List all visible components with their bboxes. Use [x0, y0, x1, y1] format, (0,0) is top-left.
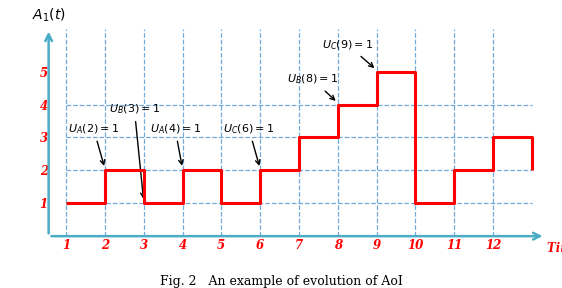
Text: $U_C(6) = 1$: $U_C(6) = 1$: [223, 122, 274, 164]
Text: Time slots: Time slots: [547, 242, 562, 255]
Text: $U_A(4) = 1$: $U_A(4) = 1$: [149, 122, 201, 164]
Text: Fig. 2   An example of evolution of AoI: Fig. 2 An example of evolution of AoI: [160, 275, 402, 288]
Text: $U_B(3) = 1$: $U_B(3) = 1$: [109, 103, 160, 197]
Text: $U_C(9) = 1$: $U_C(9) = 1$: [322, 38, 374, 67]
Text: $U_A(2) = 1$: $U_A(2) = 1$: [68, 122, 119, 164]
Text: $U_B(8) = 1$: $U_B(8) = 1$: [287, 73, 338, 100]
Text: $A_1(t)$: $A_1(t)$: [31, 6, 66, 24]
